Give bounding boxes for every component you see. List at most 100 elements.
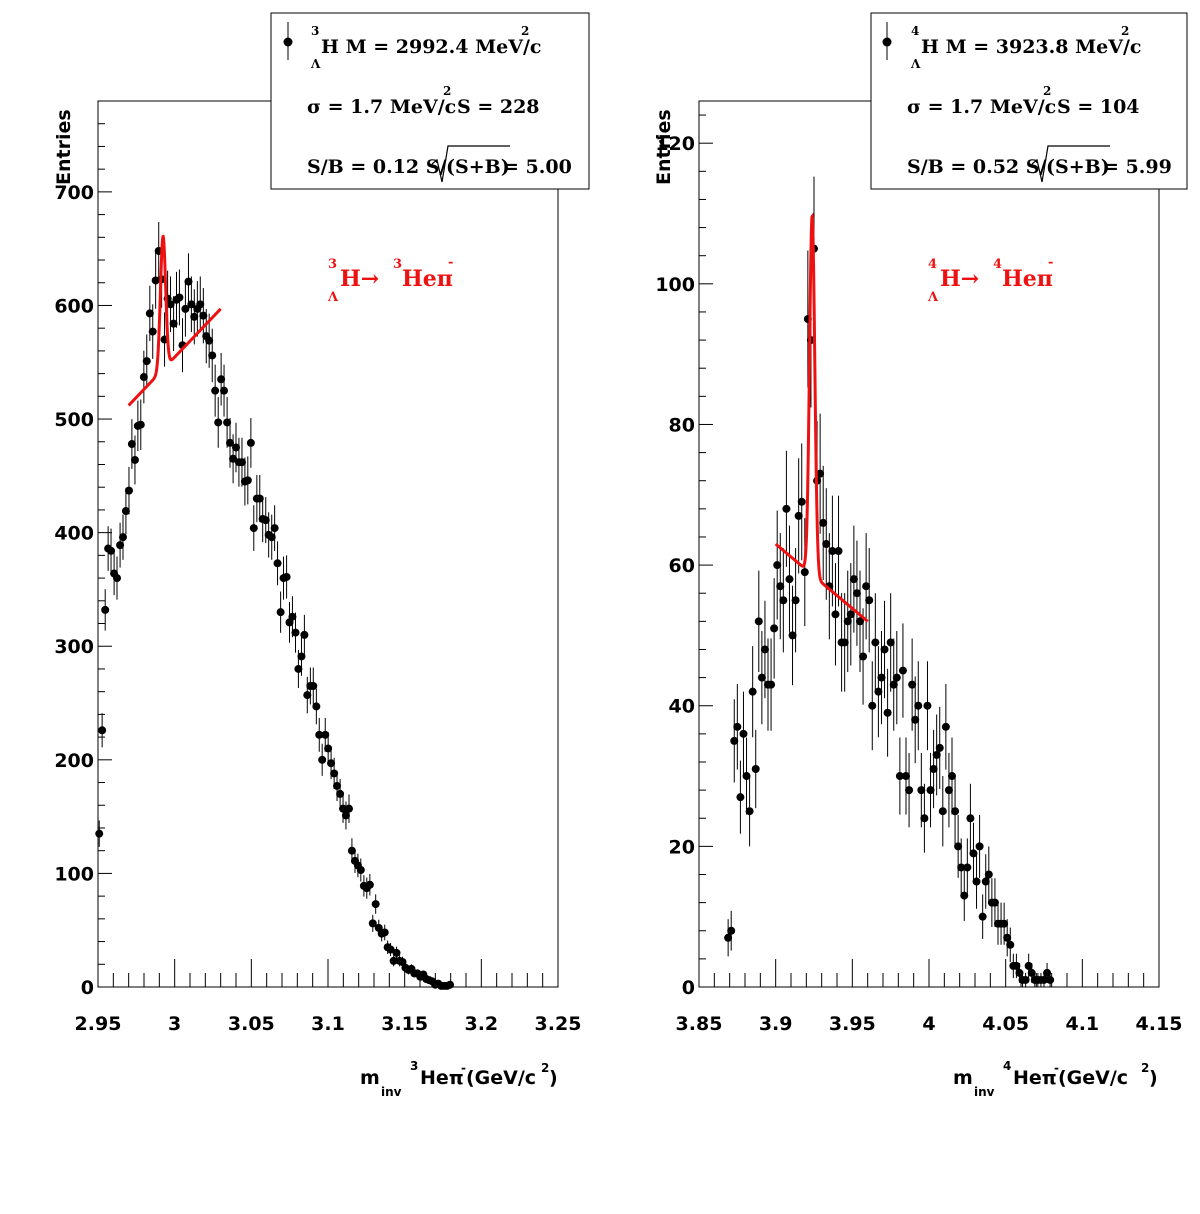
data-point xyxy=(312,702,321,711)
y-tick-label: 300 xyxy=(54,636,94,658)
y-tick-label: 20 xyxy=(669,836,695,858)
data-point xyxy=(770,624,779,633)
data-point xyxy=(339,804,348,813)
data-point xyxy=(745,807,754,816)
x-tick-label: 4.15 xyxy=(1136,1013,1183,1035)
data-point xyxy=(229,454,238,463)
data-point xyxy=(902,772,910,781)
data-point xyxy=(145,309,154,318)
decay-annotation: 3 Λ H→ 3 Heπ - xyxy=(327,255,453,305)
y-tick-label: 120 xyxy=(655,133,695,155)
legend-sup: 3 xyxy=(311,24,319,38)
x-title-units-close: ) xyxy=(1149,1067,1158,1089)
svg-text:Λ: Λ xyxy=(327,290,339,305)
data-point xyxy=(935,743,944,752)
data-point xyxy=(297,652,306,661)
data-point xyxy=(917,786,926,795)
data-point xyxy=(849,575,858,584)
data-point xyxy=(785,575,794,584)
x-title-sup-charge: - xyxy=(461,1061,466,1075)
svg-text:4: 4 xyxy=(928,257,937,272)
data-point xyxy=(136,420,145,429)
data-point xyxy=(877,673,886,682)
data-point xyxy=(948,772,956,781)
legend-sigma: σ = 1.7 MeV/c xyxy=(907,96,1056,118)
data-point xyxy=(107,546,116,555)
x-tick-label: 2.95 xyxy=(75,1013,122,1035)
data-point xyxy=(214,418,223,427)
data-point xyxy=(118,533,127,542)
y-ticks: 0 100 200 300 400 500 600 700 xyxy=(54,100,112,999)
data-point xyxy=(1003,933,1012,942)
data-point xyxy=(220,386,229,395)
data-point xyxy=(941,722,950,731)
data-point xyxy=(282,572,291,581)
data-point xyxy=(966,814,975,823)
legend-sigma: σ = 1.7 MeV/c xyxy=(307,96,456,118)
data-point xyxy=(294,664,303,673)
data-point xyxy=(392,948,401,957)
data-point xyxy=(270,524,279,533)
data-point xyxy=(914,701,923,710)
x-title-main: m xyxy=(360,1067,380,1089)
data-point xyxy=(365,880,374,889)
data-point xyxy=(852,589,861,598)
y-tick-label: 40 xyxy=(669,696,695,718)
svg-text:Heπ: Heπ xyxy=(402,266,453,292)
data-point xyxy=(923,701,932,710)
data-point xyxy=(288,612,297,621)
legend-sqrt-arg: (S+B) xyxy=(1046,156,1110,178)
legend-mass-sup: 2 xyxy=(1121,24,1129,38)
data-point xyxy=(315,730,324,739)
data-point xyxy=(276,608,285,617)
data-point xyxy=(831,610,840,619)
data-point xyxy=(788,631,797,640)
data-point xyxy=(868,701,877,710)
data-point xyxy=(760,645,769,654)
data-point xyxy=(932,750,941,759)
data-point xyxy=(739,729,748,738)
data-point xyxy=(944,786,953,795)
data-point xyxy=(205,336,214,345)
legend-mass: H M = 3923.8 MeV/c xyxy=(921,36,1141,58)
data-point xyxy=(736,793,745,802)
x-title-units: (GeV/c xyxy=(466,1067,536,1089)
data-point xyxy=(889,680,898,689)
x-title-units: (GeV/c xyxy=(1058,1067,1128,1089)
data-point xyxy=(318,755,327,764)
data-point xyxy=(880,645,889,654)
x-title-particle: Heπ xyxy=(420,1067,464,1089)
svg-text:-: - xyxy=(1048,255,1053,270)
data-point xyxy=(113,574,122,583)
y-tick-label: 200 xyxy=(54,750,94,772)
data-point xyxy=(883,708,892,717)
x-title-units-close: ) xyxy=(549,1067,558,1089)
data-point xyxy=(333,781,342,790)
data-point xyxy=(828,547,837,556)
y-tick-label: 60 xyxy=(669,555,695,577)
data-point xyxy=(972,877,981,886)
fit-curve xyxy=(774,212,869,623)
data-point xyxy=(116,541,125,550)
data-point xyxy=(217,375,226,384)
data-point xyxy=(929,765,938,774)
y-tick-label: 0 xyxy=(81,977,94,999)
data-point xyxy=(330,769,339,778)
x-axis-title: m inv 4 Heπ - (GeV/c 2 ) xyxy=(953,1059,1158,1099)
data-point xyxy=(920,814,929,823)
x-title-main: m xyxy=(953,1067,973,1089)
data-point xyxy=(954,842,963,851)
data-point xyxy=(1043,968,1052,977)
data-point xyxy=(856,617,864,626)
chart-left: 0 100 200 300 400 500 600 700 2.95 3 3.05 3.1 3.15 3… xyxy=(53,12,590,1099)
data-point xyxy=(208,351,217,360)
data-point xyxy=(446,980,455,989)
data-point xyxy=(300,630,309,639)
data-point xyxy=(187,300,196,309)
x-ticks: 2.95 3 3.05 3.1 3.15 3.2 3.25 xyxy=(75,959,581,1035)
data-point xyxy=(139,373,148,382)
data-point xyxy=(246,438,255,447)
data-point xyxy=(345,804,354,813)
data-point xyxy=(1006,940,1015,949)
svg-text:Heπ: Heπ xyxy=(1002,266,1053,292)
